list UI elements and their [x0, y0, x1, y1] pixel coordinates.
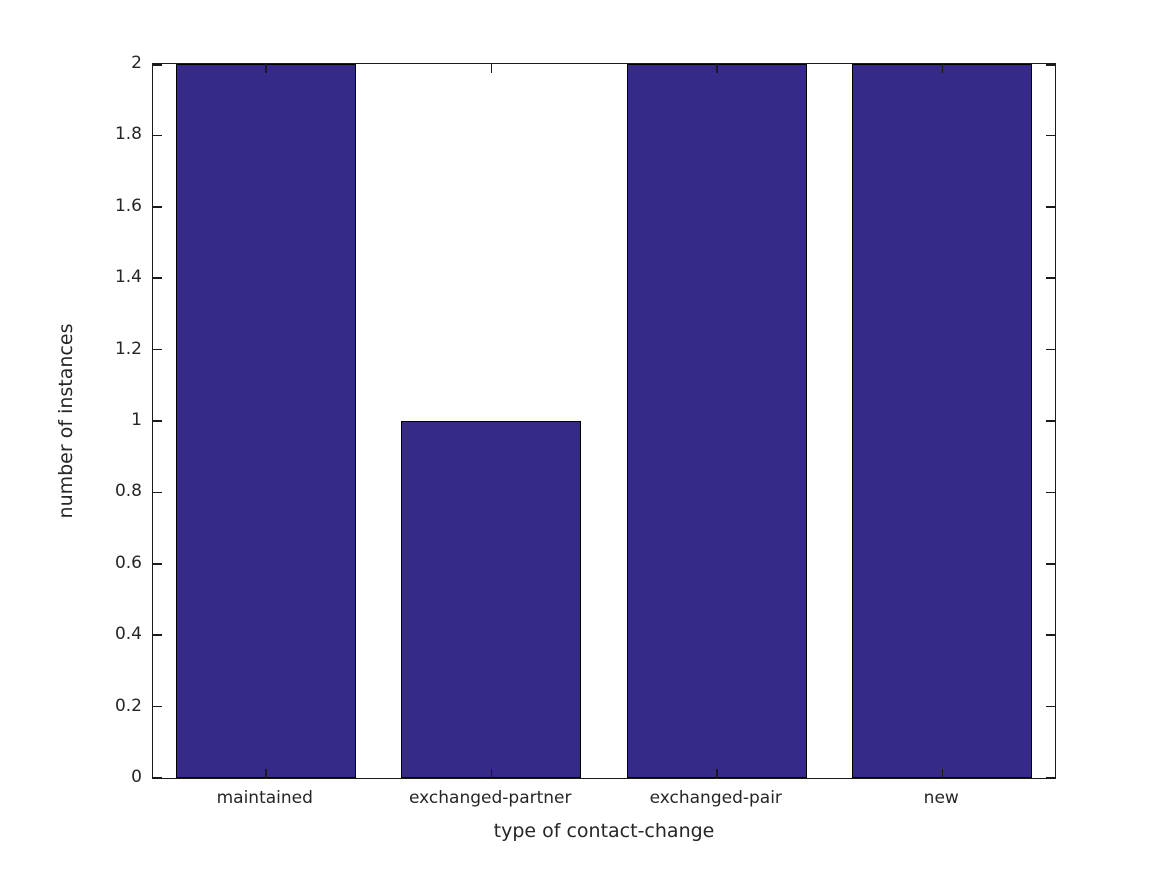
y-tick-right	[1046, 206, 1055, 208]
bar-new	[852, 64, 1033, 778]
x-tick-bottom	[490, 769, 492, 778]
x-tick-bottom	[716, 769, 718, 778]
y-tick-right	[1046, 64, 1055, 66]
y-tick-right	[1046, 563, 1055, 565]
y-tick-label: 0.8	[114, 481, 142, 502]
x-tick-label: new	[923, 788, 959, 808]
y-tick-left	[153, 420, 162, 422]
y-tick-right	[1046, 420, 1055, 422]
y-axis-label: number of instances	[55, 323, 77, 519]
y-tick-label: 0.6	[114, 552, 142, 573]
x-tick-top	[941, 64, 943, 73]
y-tick-left	[153, 705, 162, 708]
y-tick-left	[153, 348, 162, 351]
y-tick-label: 1.8	[114, 124, 142, 145]
x-tick-top	[490, 64, 492, 73]
x-tick-top	[716, 64, 718, 73]
y-tick-left	[153, 776, 162, 778]
y-tick-left	[153, 563, 162, 565]
x-tick-top	[265, 64, 267, 73]
y-tick-right	[1046, 776, 1055, 778]
y-tick-right	[1046, 491, 1055, 494]
y-tick-right	[1046, 134, 1055, 137]
y-tick-left	[153, 64, 162, 66]
y-tick-right	[1046, 348, 1055, 351]
y-tick-left	[153, 206, 162, 208]
x-tick-label: exchanged-partner	[409, 788, 572, 808]
y-tick-right	[1046, 705, 1055, 708]
x-tick-bottom	[265, 769, 267, 778]
bar-exchanged-partner	[401, 421, 582, 778]
y-tick-left	[153, 491, 162, 494]
y-tick-label: 0.4	[114, 624, 142, 645]
x-axis-label: type of contact-change	[493, 820, 715, 842]
y-tick-left	[153, 134, 162, 137]
y-tick-label: 0.2	[114, 695, 142, 716]
plot-area	[152, 63, 1056, 779]
x-tick-label: exchanged-pair	[649, 788, 782, 808]
bar-maintained	[175, 64, 356, 778]
y-tick-right	[1046, 634, 1055, 636]
y-tick-label: 1.2	[114, 338, 142, 359]
y-tick-label: 0	[131, 767, 142, 787]
y-tick-label: 1.6	[114, 195, 142, 216]
y-tick-left	[153, 277, 162, 279]
y-tick-right	[1046, 277, 1055, 279]
bar-exchanged-pair	[626, 64, 807, 778]
x-tick-label: maintained	[216, 788, 313, 808]
y-tick-left	[153, 634, 162, 636]
y-tick-label: 1.4	[114, 267, 142, 288]
x-tick-bottom	[941, 769, 943, 778]
y-tick-label: 1	[131, 410, 142, 430]
y-tick-label: 2	[131, 53, 142, 73]
